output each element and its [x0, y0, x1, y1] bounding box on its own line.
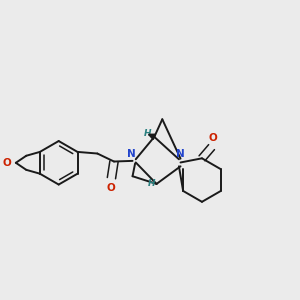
- Text: H: H: [148, 179, 155, 188]
- Text: O: O: [3, 158, 12, 168]
- Text: O: O: [106, 183, 115, 193]
- Polygon shape: [148, 134, 155, 140]
- Text: H: H: [143, 128, 151, 137]
- Text: N: N: [176, 148, 184, 159]
- Text: O: O: [208, 133, 217, 143]
- Text: N: N: [127, 149, 136, 159]
